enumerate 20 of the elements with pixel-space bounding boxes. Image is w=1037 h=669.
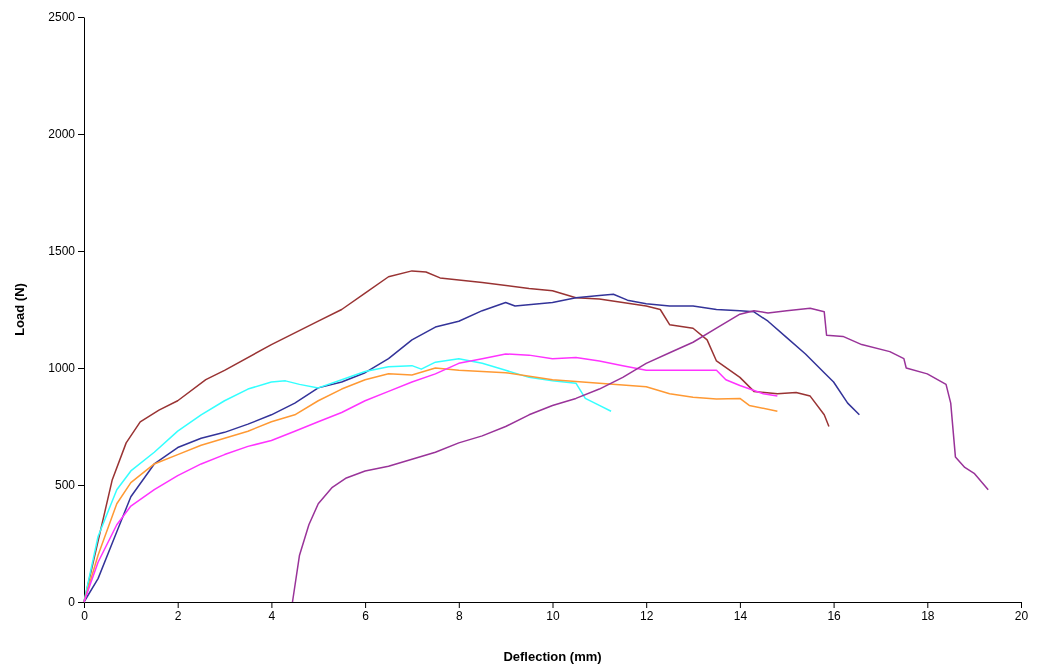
x-tick-label: 6	[362, 608, 370, 623]
x-tick-label: 12	[640, 608, 654, 623]
x-tick-label: 16	[827, 608, 842, 623]
x-tick-label: 14	[733, 608, 748, 623]
y-axis-title: Load (N)	[12, 283, 27, 336]
x-tick-label: 8	[455, 608, 463, 623]
y-tick-label: 1500	[48, 244, 76, 259]
y-tick-label: 2000	[48, 127, 76, 142]
y-tick-label: 1000	[48, 361, 76, 376]
x-tick-label: 18	[921, 608, 935, 623]
x-tick-label: 20	[1014, 608, 1029, 623]
y-tick-label: 0	[68, 595, 76, 610]
x-tick-label: 4	[268, 608, 276, 623]
x-tick-label: 2	[174, 608, 182, 623]
y-tick-label: 500	[54, 478, 76, 493]
x-tick-label: 0	[81, 608, 89, 623]
x-tick-label: 10	[546, 608, 560, 623]
x-axis-title: Deflection (mm)	[503, 649, 602, 664]
line-series	[291, 307, 989, 603]
y-tick-label: 2500	[48, 10, 76, 25]
